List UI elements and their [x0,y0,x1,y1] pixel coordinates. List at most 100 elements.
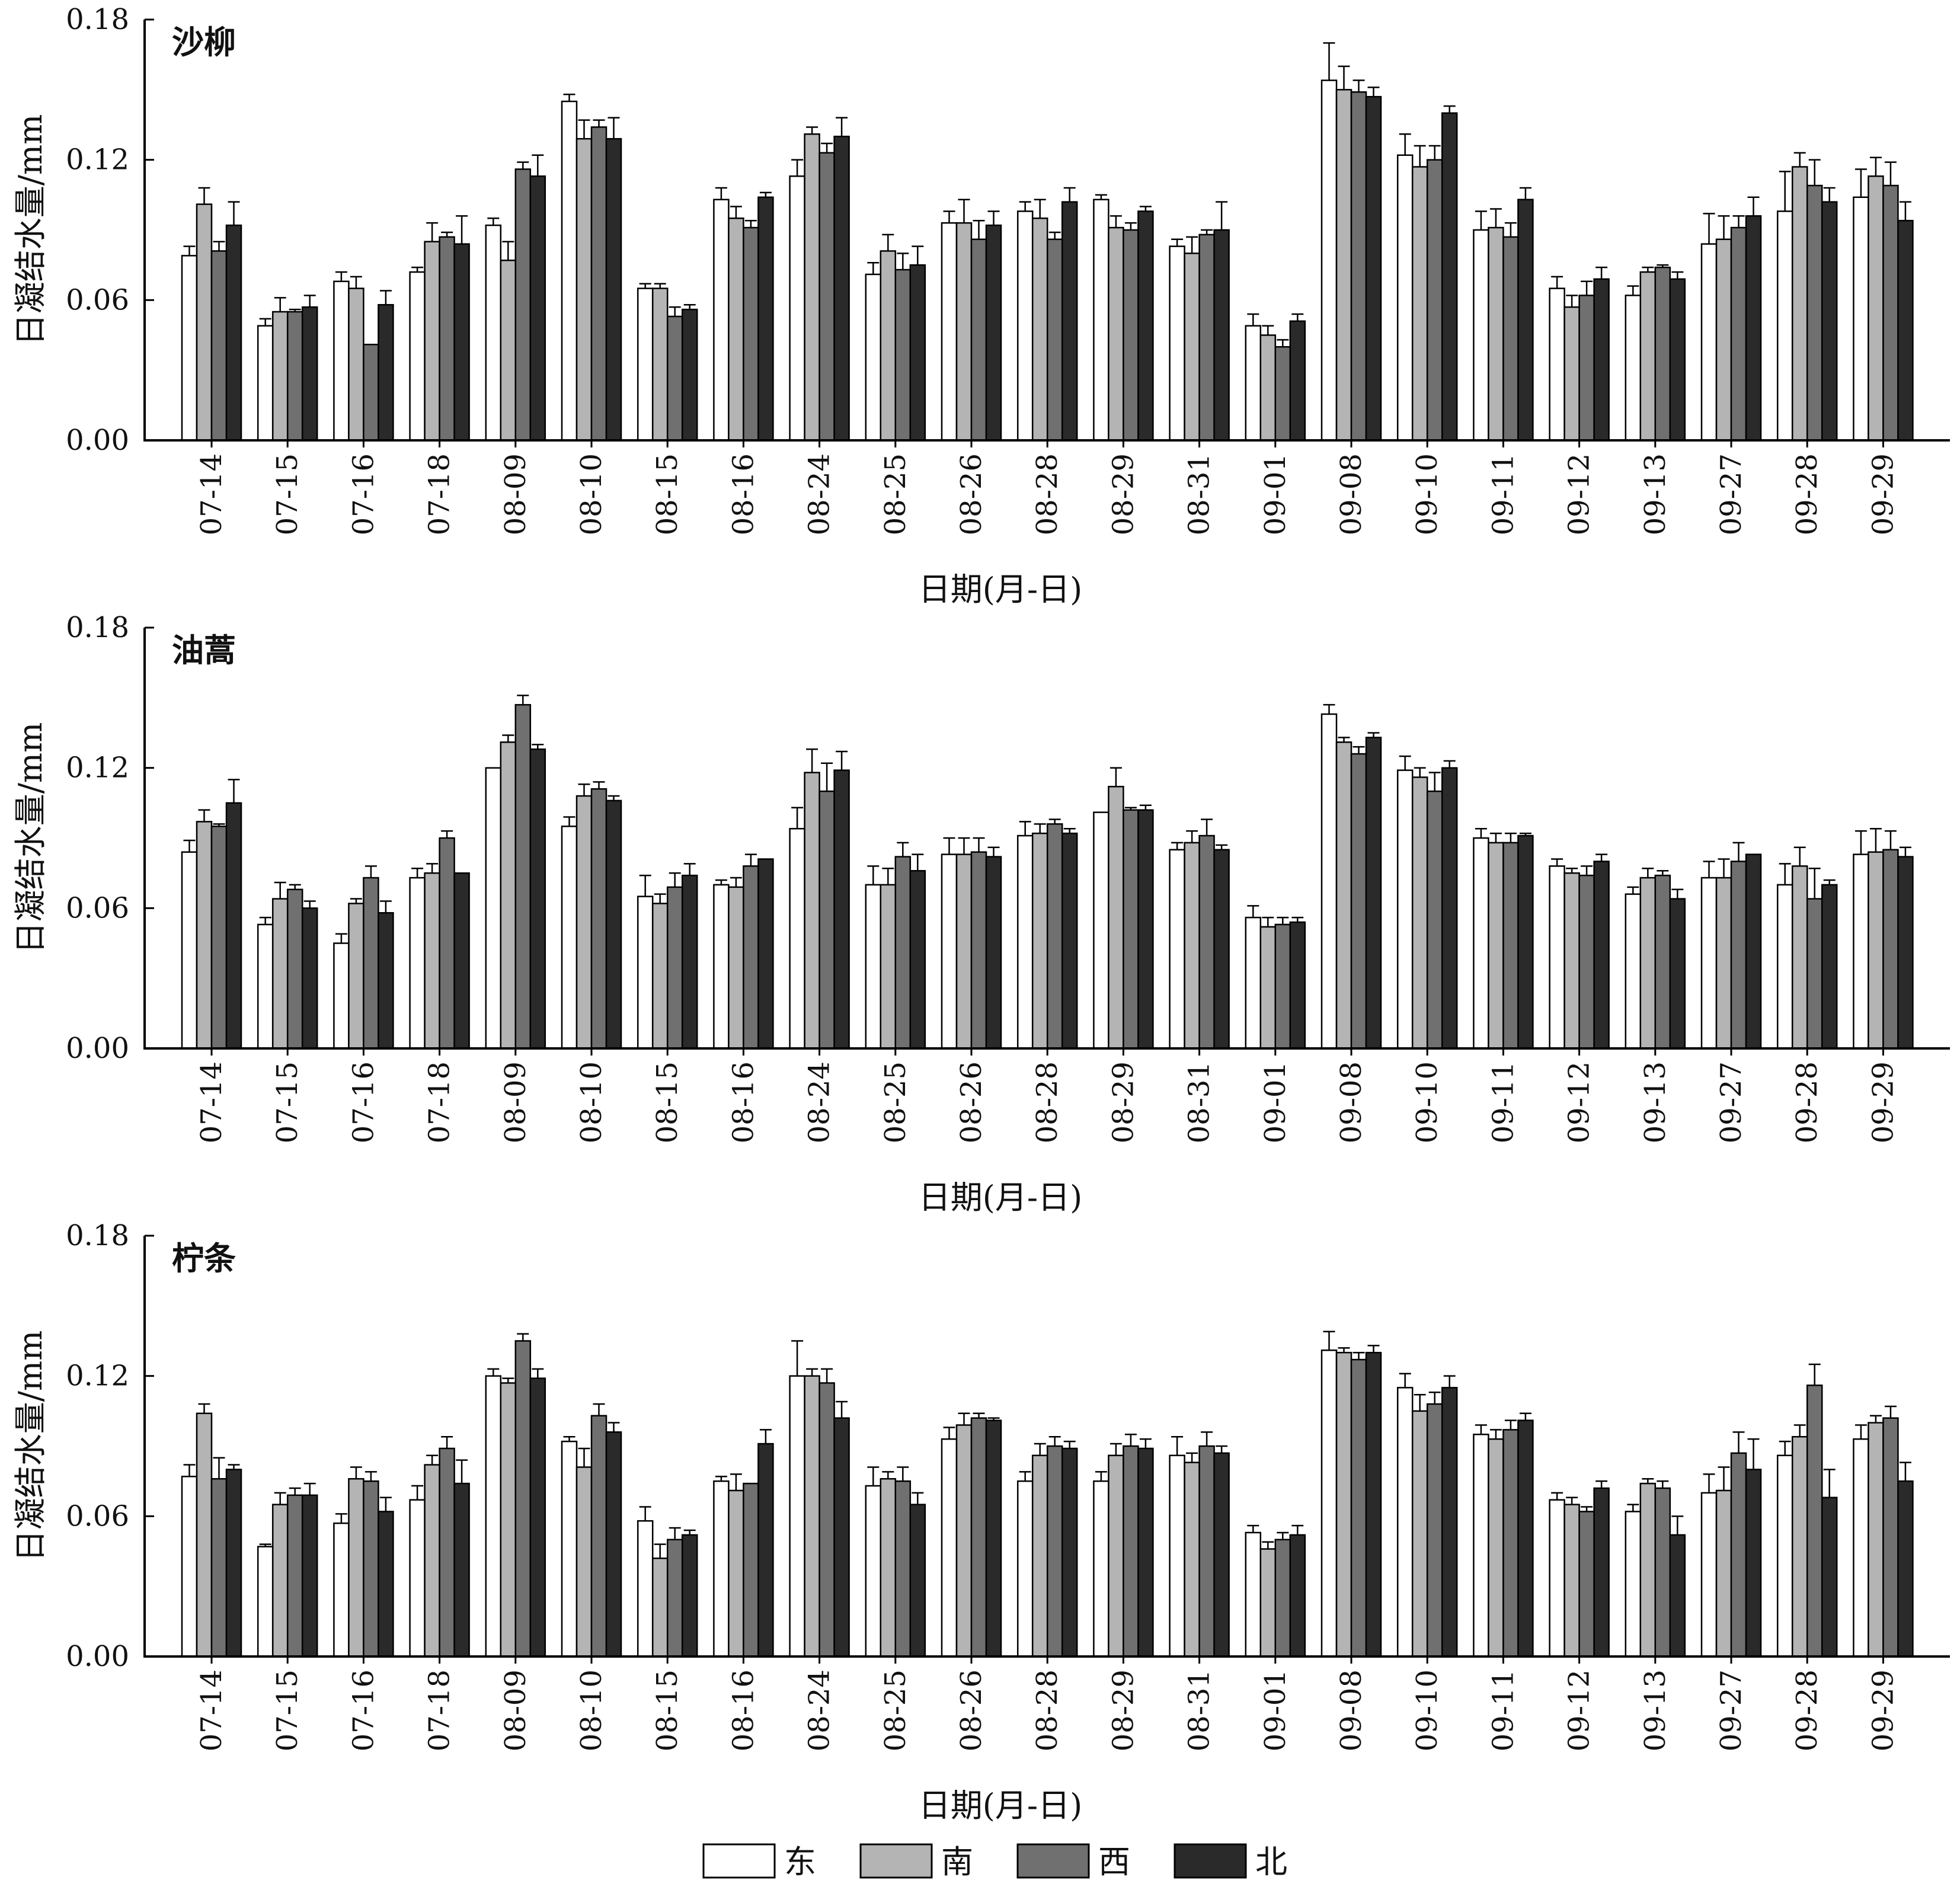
bar-09-12-西 [1578,874,1595,1050]
bar-08-26-东 [941,1438,958,1658]
bar-09-11-西 [1502,842,1519,1050]
x-tick-label-08-24: 08-24 [803,453,836,535]
bar-09-29-北 [1897,1480,1914,1658]
bar-08-24-南 [804,1375,820,1658]
y-tick-label: 0.18 [66,3,129,36]
bar-09-28-东 [1776,884,1793,1050]
bar-08-24-东 [789,175,805,442]
bar-09-29-西 [1882,1417,1899,1658]
bar-07-18-东 [409,877,426,1050]
x-tick-label-09-27: 09-27 [1715,1061,1748,1143]
bar-09-27-东 [1700,243,1718,442]
bar-08-15-南 [651,287,669,442]
bar-08-31-南 [1184,1462,1200,1658]
bar-08-16-北 [757,1443,774,1658]
bar-08-16-南 [728,218,744,442]
bar-08-15-北 [681,308,698,442]
bar-09-13-北 [1669,278,1686,442]
bar-09-28-西 [1806,184,1823,442]
bar-09-29-南 [1868,1422,1884,1658]
bar-07-15-西 [286,888,303,1050]
bar-09-10-东 [1396,154,1414,442]
bar-09-01-北 [1289,1534,1306,1658]
x-tick-label-09-27: 09-27 [1715,1670,1748,1751]
y-tick-label: 0.00 [66,1640,129,1673]
x-tick-label-08-29: 08-29 [1107,453,1140,535]
x-tick-label-07-15: 07-15 [271,453,304,535]
bar-09-11-西 [1502,236,1519,442]
bar-09-27-南 [1715,877,1732,1050]
bar-09-28-北 [1821,1496,1838,1658]
x-tick-label-08-28: 08-28 [1031,453,1064,535]
x-tick-label-07-14: 07-14 [195,1670,228,1751]
bar-08-09-东 [485,767,502,1050]
y-axis-title: 日凝结水量/mm [12,1331,49,1562]
bar-08-29-西 [1123,809,1139,1050]
bar-09-08-东 [1320,79,1338,442]
bar-08-10-东 [561,1440,578,1658]
bar-09-12-东 [1549,1499,1565,1658]
bar-07-16-北 [378,1511,394,1658]
bar-09-10-北 [1441,112,1458,442]
bar-07-18-西 [439,837,455,1050]
bar-09-13-西 [1654,874,1671,1050]
x-tick-label-07-18: 07-18 [423,453,456,535]
bar-07-14-南 [196,821,213,1050]
chart-panel-2: 0.00 0.06 0.12 0.18 07-14 07-15 07-16 07-18 08-0… [12,611,1950,1216]
bar-09-08-西 [1350,753,1367,1050]
bar-09-12-东 [1549,287,1565,442]
x-tick-label-09-13: 09-13 [1639,453,1672,535]
bar-08-24-南 [804,133,820,442]
x-tick-label-09-13: 09-13 [1639,1061,1672,1143]
bar-07-18-北 [453,872,470,1050]
x-tick-label-09-01: 09-01 [1259,453,1292,535]
x-tick-label-08-10: 08-10 [575,1061,608,1143]
y-tick-label: 0.18 [66,611,129,644]
bar-09-28-北 [1821,201,1838,442]
bar-09-28-西 [1806,898,1823,1050]
bar-07-16-西 [363,344,379,442]
bar-09-01-南 [1259,1548,1277,1658]
bar-08-24-北 [833,769,850,1050]
bar-08-16-北 [757,858,774,1050]
bar-08-15-东 [637,287,654,442]
x-tick-label-07-14: 07-14 [195,1061,228,1143]
panel-title: 沙柳 [172,23,236,61]
bar-08-09-北 [529,1377,546,1658]
bar-08-26-西 [970,1417,987,1658]
bar-08-25-北 [909,869,926,1050]
bar-07-14-北 [225,802,242,1050]
bar-09-01-东 [1245,916,1262,1050]
legend-label-2: 南 [941,1843,973,1881]
x-tick-label-08-09: 08-09 [499,1061,532,1143]
bar-08-16-东 [713,884,730,1050]
bar-08-10-西 [590,126,607,442]
legend-label-3: 西 [1098,1843,1130,1881]
bar-09-11-东 [1473,837,1489,1050]
bar-07-16-北 [378,303,394,442]
bar-08-25-南 [880,884,897,1050]
bar-09-10-南 [1411,1410,1428,1658]
y-tick-label: 0.12 [66,143,129,177]
bar-08-31-北 [1213,849,1230,1050]
x-tick-label-07-18: 07-18 [423,1670,456,1751]
bar-08-24-西 [818,152,835,442]
bar-08-26-南 [955,222,973,442]
bar-09-11-南 [1488,842,1504,1050]
bar-08-29-南 [1108,226,1124,442]
x-tick-label-08-28: 08-28 [1031,1061,1064,1143]
bar-09-29-北 [1897,219,1914,442]
bar-08-26-南 [955,853,973,1050]
bar-09-11-西 [1502,1429,1519,1658]
bar-08-29-西 [1123,1445,1139,1658]
x-tick-label-08-25: 08-25 [879,453,912,535]
bar-09-28-东 [1776,210,1793,442]
bar-08-31-东 [1169,1454,1185,1658]
bar-08-15-西 [666,886,683,1050]
x-tick-label-08-26: 08-26 [955,1061,988,1143]
bar-09-13-南 [1639,1482,1657,1658]
bar-09-29-西 [1882,849,1899,1050]
bar-09-29-东 [1853,1438,1869,1658]
bar-09-11-南 [1488,226,1504,442]
